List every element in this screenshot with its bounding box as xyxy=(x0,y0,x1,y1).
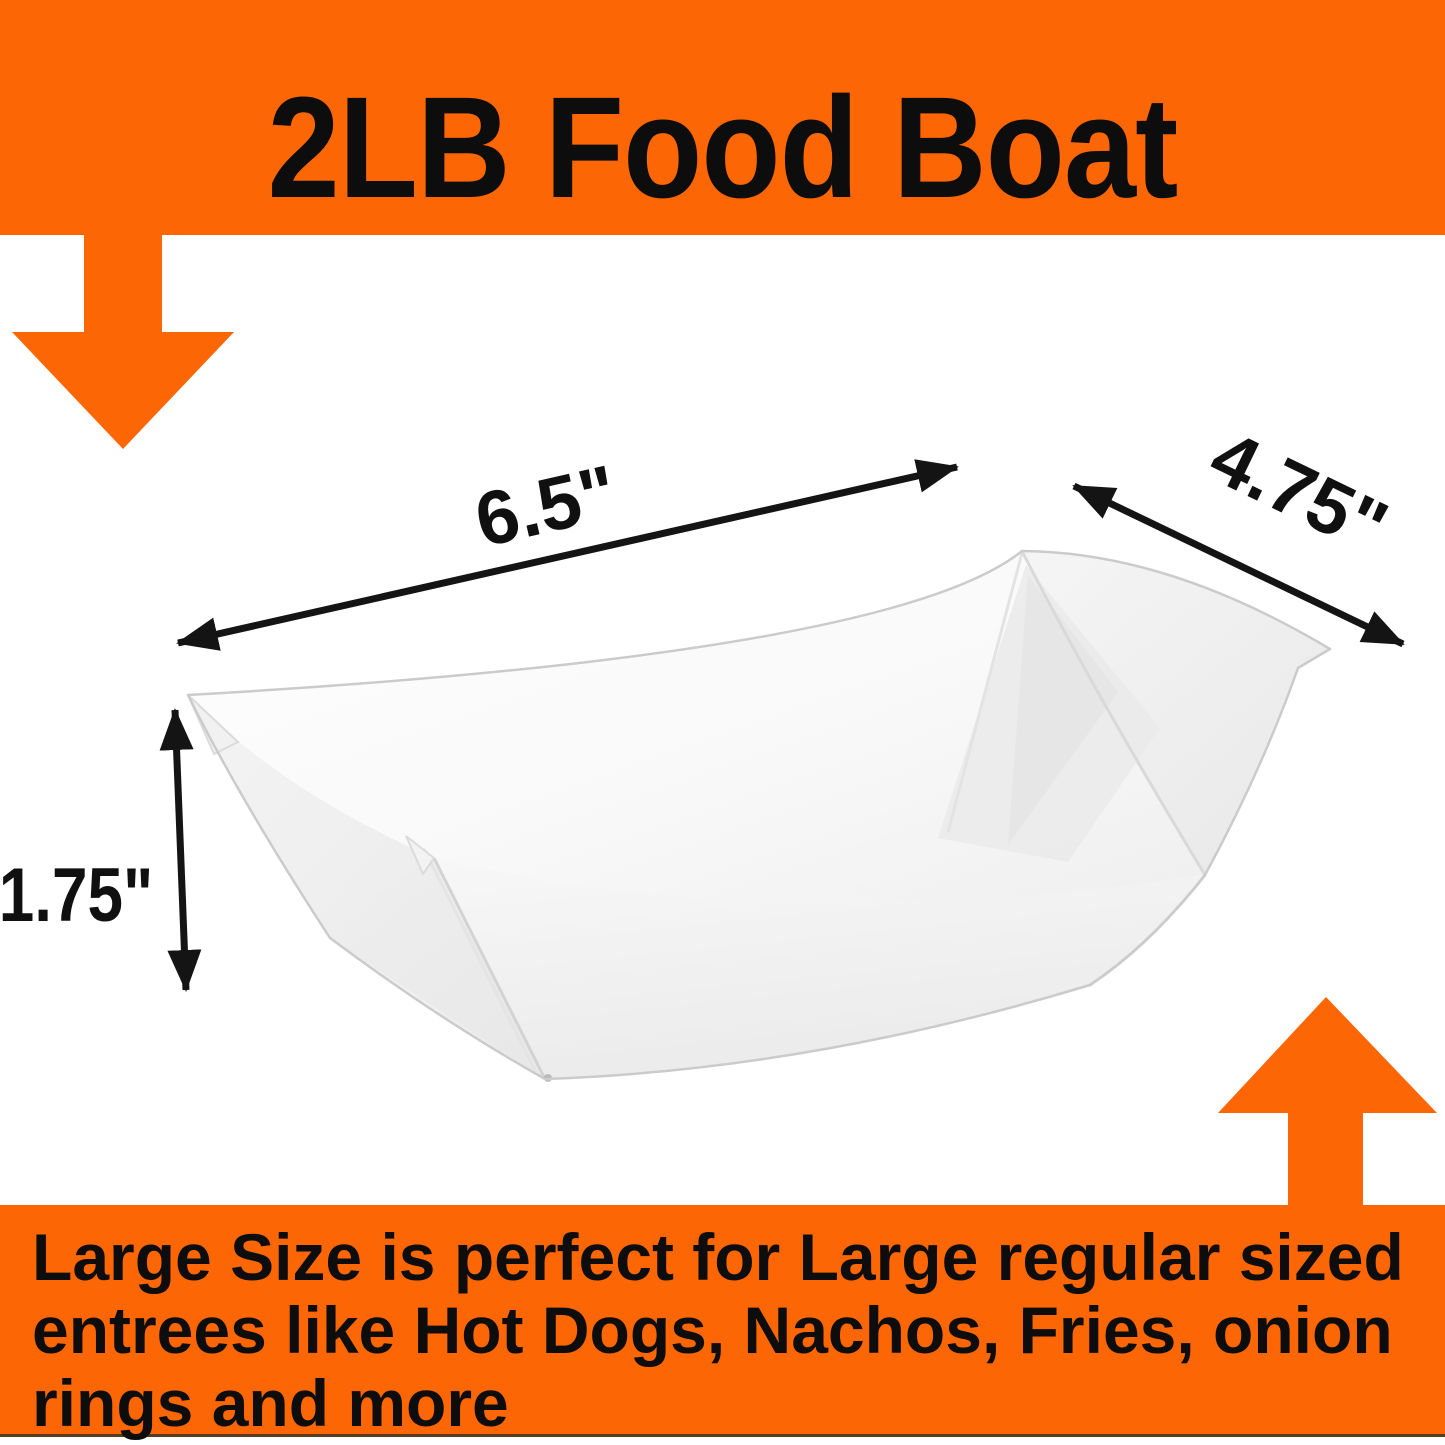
arrow-up-icon xyxy=(1218,997,1437,1208)
height-dimension-label: 1.75" xyxy=(0,852,153,938)
arrow-down-icon xyxy=(12,233,234,449)
boat-outline xyxy=(186,549,1332,1081)
footer-text-line: rings and more xyxy=(32,1366,509,1440)
boat-interior-shadow-dark xyxy=(1008,575,1118,845)
boat-corner-flap xyxy=(405,835,436,877)
page-title: 2LB Food Boat xyxy=(267,67,1179,228)
footer-text-line: entrees like Hot Dogs, Nachos, Fries, on… xyxy=(32,1293,1393,1367)
footer-text-line: Large Size is perfect for Large regular … xyxy=(32,1220,1404,1294)
boat-crease xyxy=(422,848,538,1073)
height-dimension-arrow xyxy=(159,708,202,992)
boat-crease xyxy=(432,857,547,1080)
boat-crease xyxy=(946,552,1024,833)
boat-left-face xyxy=(188,695,545,1079)
footer-banner: Large Size is perfect for Large regular … xyxy=(0,1205,1445,1440)
food-boat-image xyxy=(186,549,1332,1082)
dimension-annotations xyxy=(159,459,1405,992)
width-dimension-arrow xyxy=(1072,482,1405,648)
length-dimension-arrow xyxy=(176,459,959,651)
boat-front-face xyxy=(330,858,1205,1079)
boat-crease xyxy=(1020,550,1207,876)
header-banner: 2LB Food Boat xyxy=(0,0,1445,235)
width-dimension-label: 4.75" xyxy=(1197,414,1400,571)
